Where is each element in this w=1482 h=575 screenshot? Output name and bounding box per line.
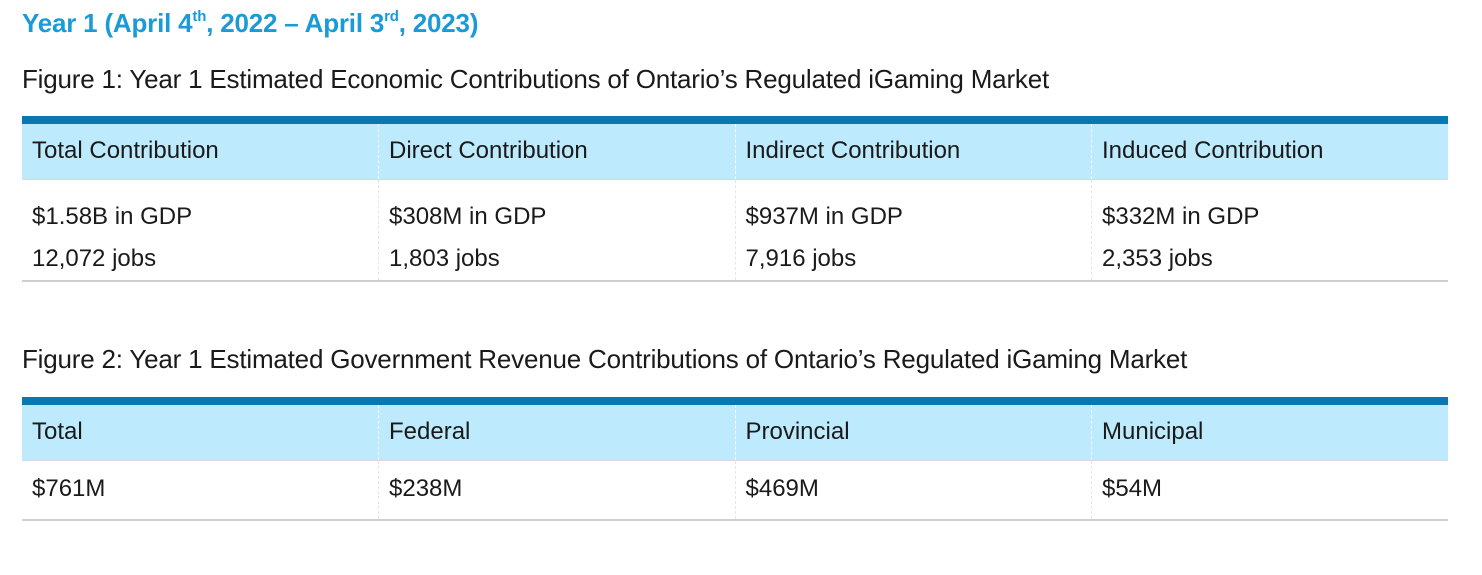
heading-superscript-2: rd: [384, 8, 399, 25]
cell-municipal-revenue: $54M: [1091, 459, 1448, 521]
column-header-provincial: Provincial: [735, 397, 1092, 460]
figure-1-title: Figure 1: Year 1 Estimated Economic Cont…: [22, 64, 1049, 94]
table-row: $761M $238M $469M $54M: [22, 459, 1448, 521]
cell-federal-revenue: $238M: [378, 459, 736, 521]
cell-indirect-contribution: $937M in GDP 7,916 jobs: [735, 178, 1092, 282]
heading-part-1: Year 1 (April 4: [22, 8, 193, 38]
gdp-value: $332M in GDP: [1102, 202, 1260, 230]
table-header-row: Total Contribution Direct Contribution I…: [22, 116, 1448, 179]
column-header-induced-contribution: Induced Contribution: [1091, 116, 1448, 179]
government-revenue-table: Total Federal Provincial Municipal $761M…: [22, 397, 1448, 521]
column-header-federal: Federal: [378, 397, 736, 460]
jobs-value: 7,916 jobs: [745, 244, 857, 272]
column-header-total-contribution: Total Contribution: [22, 116, 379, 179]
column-header-municipal: Municipal: [1091, 397, 1448, 460]
economic-contributions-table: Total Contribution Direct Contribution I…: [22, 116, 1448, 282]
gdp-value: $308M in GDP: [389, 202, 547, 230]
cell-direct-contribution: $308M in GDP 1,803 jobs: [378, 178, 736, 282]
figure-2-title: Figure 2: Year 1 Estimated Government Re…: [22, 344, 1188, 374]
heading-superscript-1: th: [192, 8, 207, 25]
table-row: $1.58B in GDP 12,072 jobs $308M in GDP 1…: [22, 178, 1448, 282]
jobs-value: 12,072 jobs: [32, 244, 157, 272]
heading-part-2: , 2022 – April 3: [206, 8, 385, 38]
jobs-value: 1,803 jobs: [389, 244, 500, 272]
jobs-value: 2,353 jobs: [1102, 244, 1213, 272]
cell-provincial-revenue: $469M: [735, 459, 1092, 521]
column-header-direct-contribution: Direct Contribution: [378, 116, 736, 179]
cell-total-revenue: $761M: [22, 459, 379, 521]
cell-induced-contribution: $332M in GDP 2,353 jobs: [1091, 178, 1448, 282]
section-heading: Year 1 (April 4th, 2022 – April 3rd, 202…: [22, 8, 478, 39]
column-header-total: Total: [22, 397, 379, 460]
column-header-indirect-contribution: Indirect Contribution: [735, 116, 1092, 179]
gdp-value: $1.58B in GDP: [32, 202, 193, 230]
gdp-value: $937M in GDP: [745, 202, 903, 230]
heading-part-3: , 2023): [398, 8, 479, 38]
cell-total-contribution: $1.58B in GDP 12,072 jobs: [22, 178, 379, 282]
table-header-row: Total Federal Provincial Municipal: [22, 397, 1448, 460]
